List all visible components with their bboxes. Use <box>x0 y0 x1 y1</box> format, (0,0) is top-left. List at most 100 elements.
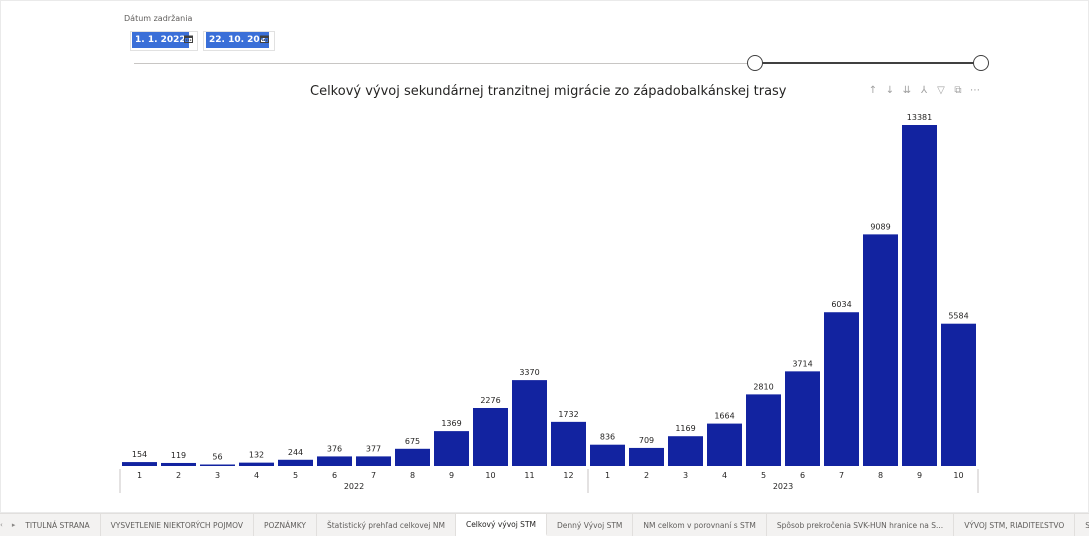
x-tick-label: 2 <box>644 471 649 480</box>
tab-navigation: ‹ ▸ <box>0 514 15 536</box>
start-date-input[interactable]: 1. 1. 2022 <box>132 32 189 48</box>
data-label: 1169 <box>675 424 695 433</box>
more-options-icon[interactable]: ⋯ <box>970 85 980 96</box>
x-tick-label: 1 <box>137 471 142 480</box>
data-label: 3714 <box>792 359 812 368</box>
bar[interactable] <box>434 431 469 466</box>
data-label: 13381 <box>907 113 932 122</box>
x-tick-label: 3 <box>215 471 220 480</box>
page-tab[interactable]: Denný Vývoj STM <box>547 514 634 536</box>
data-label: 6034 <box>831 300 851 309</box>
bar[interactable] <box>824 312 859 466</box>
x-tick-label: 10 <box>953 471 963 480</box>
start-date-field-frame <box>130 31 198 51</box>
date-slider-end-handle[interactable] <box>973 55 989 71</box>
visual-header-toolbar: ↑ ↓ ⇊ ⅄ ▽ ⧉ ⋯ <box>868 85 980 99</box>
data-label: 119 <box>171 451 186 460</box>
bar[interactable] <box>863 234 898 466</box>
bar[interactable] <box>629 447 664 466</box>
bar[interactable] <box>902 125 937 466</box>
x-tick-label: 4 <box>254 471 259 480</box>
sort-descending-icon[interactable]: ↓ <box>885 85 895 96</box>
page-tab[interactable]: VYSVETLENIE NIEKTORÝCH POJMOV <box>101 514 254 536</box>
data-label: 5584 <box>948 312 968 321</box>
date-slider-track[interactable] <box>134 63 983 64</box>
year-group-label: 2023 <box>773 482 793 491</box>
data-label: 9089 <box>870 222 890 231</box>
x-tick-label: 11 <box>524 471 534 480</box>
end-date-field-frame <box>203 31 275 51</box>
focus-mode-icon[interactable]: ⧉ <box>954 85 962 96</box>
page-tab[interactable]: STM <box>1075 514 1089 536</box>
x-tick-label: 3 <box>683 471 688 480</box>
x-tick-label: 2 <box>176 471 181 480</box>
data-label: 836 <box>600 433 615 442</box>
bar[interactable] <box>590 444 625 466</box>
filter-icon[interactable]: ▽ <box>937 85 945 96</box>
x-tick-label: 7 <box>839 471 844 480</box>
x-tick-label: 6 <box>800 471 805 480</box>
calendar-icon[interactable] <box>184 35 193 43</box>
data-label: 244 <box>288 448 303 457</box>
data-label: 709 <box>639 436 654 445</box>
x-tick-label: 5 <box>761 471 766 480</box>
x-tick-label: 7 <box>371 471 376 480</box>
bar[interactable] <box>161 462 196 466</box>
bar[interactable] <box>668 436 703 466</box>
tab-list: TITULNÁ STRANA VYSVETLENIE NIEKTORÝCH POJ… <box>15 514 1089 536</box>
page-tab-bar: ‹ ▸ TITULNÁ STRANA VYSVETLENIE NIEKTORÝCH… <box>0 513 1089 536</box>
data-label: 1732 <box>558 410 578 419</box>
bar[interactable] <box>746 394 781 466</box>
data-label: 56 <box>212 453 222 462</box>
page-tab[interactable]: POZNÁMKY <box>254 514 317 536</box>
x-tick-label: 10 <box>485 471 495 480</box>
bar[interactable] <box>785 371 820 466</box>
calendar-icon[interactable] <box>260 35 269 43</box>
bar[interactable] <box>317 456 352 466</box>
x-tick-label: 1 <box>605 471 610 480</box>
next-page-icon[interactable]: ▸ <box>11 521 16 529</box>
date-slicer-label: Dátum zadržania <box>124 14 193 23</box>
data-label: 376 <box>327 444 342 453</box>
bar[interactable] <box>707 423 742 466</box>
date-slider-start-handle[interactable] <box>747 55 763 71</box>
x-tick-label: 8 <box>410 471 415 480</box>
page-tab[interactable]: TITULNÁ STRANA <box>15 514 101 536</box>
data-label: 1369 <box>441 419 461 428</box>
page-tab[interactable]: Štatistický prehľad celkovej NM <box>317 514 456 536</box>
end-date-input[interactable]: 22. 10. 202 <box>206 32 269 48</box>
bar-chart: 1541119256313242445376637776758136992276… <box>119 113 979 493</box>
page-tab[interactable]: VÝVOJ STM, RIADITEĽSTVO <box>954 514 1076 536</box>
x-tick-label: 9 <box>917 471 922 480</box>
bar[interactable] <box>395 448 430 466</box>
page-tab[interactable]: NM celkom v porovnaní s STM <box>633 514 767 536</box>
data-label: 2810 <box>753 382 773 391</box>
bar[interactable] <box>122 462 157 466</box>
bar[interactable] <box>512 380 547 466</box>
data-label: 675 <box>405 437 420 446</box>
sort-ascending-icon[interactable]: ↑ <box>868 85 878 96</box>
data-label: 154 <box>132 450 147 459</box>
x-tick-label: 9 <box>449 471 454 480</box>
data-label: 377 <box>366 444 381 453</box>
x-tick-label: 6 <box>332 471 337 480</box>
bar[interactable] <box>200 464 235 467</box>
drill-down-icon[interactable]: ⇊ <box>902 85 912 96</box>
data-label: 3370 <box>519 368 539 377</box>
bar[interactable] <box>356 456 391 466</box>
previous-page-icon[interactable]: ‹ <box>0 521 3 529</box>
bar[interactable] <box>239 462 274 466</box>
page-tab[interactable]: Spôsob prekročenia SVK-HUN hranice na S.… <box>767 514 955 536</box>
data-label: 1664 <box>714 412 734 421</box>
data-label: 2276 <box>480 396 500 405</box>
data-label: 132 <box>249 451 264 460</box>
chart-title: Celkový vývoj sekundárnej tranzitnej mig… <box>310 84 787 99</box>
bar[interactable] <box>551 421 586 466</box>
bar[interactable] <box>473 407 508 466</box>
page-tab[interactable]: Celkový vývoj STM <box>455 514 547 536</box>
date-slider-range <box>755 62 981 64</box>
bar[interactable] <box>941 323 976 466</box>
expand-hierarchy-icon[interactable]: ⅄ <box>920 85 928 96</box>
bar[interactable] <box>278 459 313 466</box>
x-tick-label: 12 <box>563 471 573 480</box>
